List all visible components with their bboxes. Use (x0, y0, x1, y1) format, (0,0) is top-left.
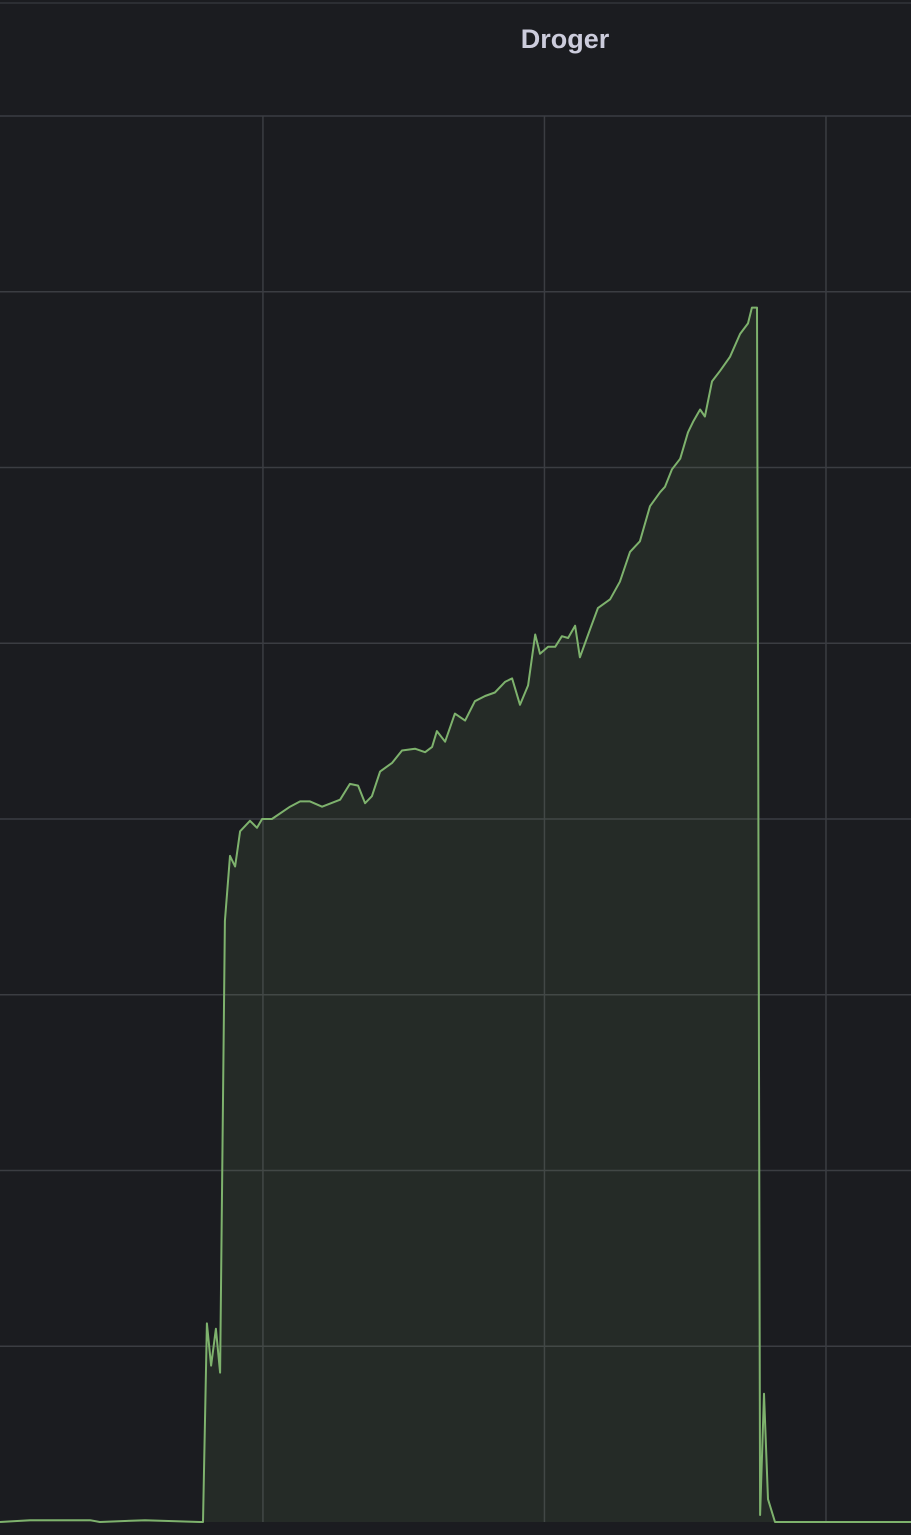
plot-area (0, 115, 911, 1523)
area (0, 307, 911, 1523)
series-line (0, 306, 911, 1523)
panel-title: Droger (521, 24, 610, 54)
